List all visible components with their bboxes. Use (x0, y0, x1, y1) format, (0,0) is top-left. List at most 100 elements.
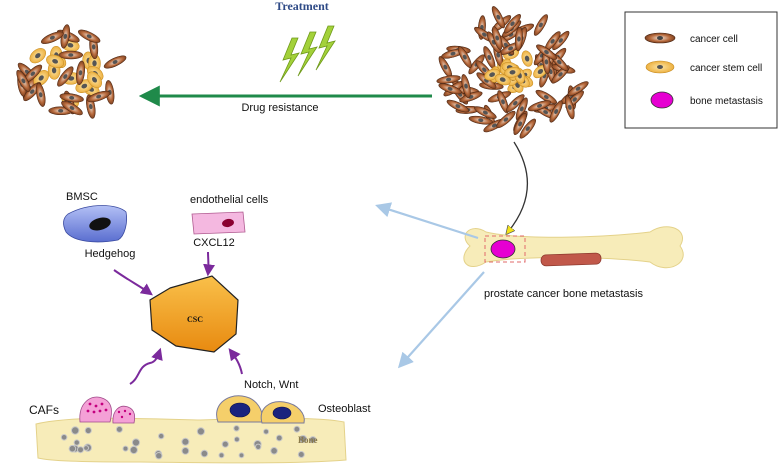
cancer-stem-cell-icon (645, 60, 675, 74)
cxcl12-label: CXCL12 (193, 237, 235, 249)
hedgehog-label: Hedgehog (85, 248, 136, 260)
bmsc-cell (63, 205, 127, 243)
cancer-cell (497, 90, 509, 114)
notch-wnt-label: Notch, Wnt (244, 379, 298, 391)
endothelial-cells-label: endothelial cells (190, 194, 269, 206)
bone-lacuna (129, 445, 138, 455)
cancer-stem-cell (521, 50, 533, 67)
lightning-icon (279, 25, 336, 83)
cancer-cell (58, 50, 84, 60)
bone-metastasis-lesion (490, 239, 516, 259)
prostate-bone-metastasis-label: prostate cancer bone metastasis (484, 288, 643, 300)
osteoblast-label: Osteoblast (318, 403, 371, 415)
bone-lacuna (196, 427, 205, 436)
bone-lacuna (83, 445, 89, 451)
bone-lacuna (84, 426, 92, 435)
cancer-stem-cell (494, 73, 511, 86)
bone-lacuna (158, 432, 165, 440)
blue-arrow-upper (375, 202, 479, 240)
cancer-cell (59, 93, 84, 103)
cancer-cell (78, 29, 101, 43)
femur-bone (463, 226, 684, 269)
cancer-cell (438, 83, 462, 95)
cancer-cell (103, 55, 127, 69)
bone-lacuna (200, 449, 209, 458)
cancer-cell (514, 26, 523, 52)
bone-lacuna (181, 447, 190, 455)
cancer-cell (436, 75, 461, 84)
bone-lacuna (221, 440, 229, 448)
bone-lacuna (131, 438, 141, 447)
caf-cells (79, 396, 136, 424)
cancer-cell (544, 31, 561, 52)
bone-lacuna (233, 436, 240, 443)
cancer-cell (496, 110, 516, 129)
csc-label: CSC (187, 315, 203, 324)
bone-lacuna (71, 426, 80, 435)
cancer-cell (536, 44, 557, 60)
cancer-cell (506, 94, 525, 113)
cafs-to-csc-arrow (129, 347, 163, 385)
legend-label-bone-metastasis: bone metastasis (690, 96, 763, 107)
bone-lacuna (263, 428, 270, 435)
cancer-cell (491, 6, 505, 29)
bone-lacuna (115, 425, 123, 433)
drug-resistance-label: Drug resistance (241, 102, 318, 114)
bone-lacuna (155, 452, 163, 460)
bone-lacuna (275, 434, 283, 442)
resistant-tumor-cluster (16, 24, 127, 119)
cancer-cell (461, 74, 471, 99)
bone-lacuna (60, 434, 68, 441)
bone-tissue (35, 417, 347, 464)
bone-lacuna (77, 446, 84, 454)
cancer-cell (61, 100, 83, 116)
bone-lacuna (238, 452, 245, 459)
bone-lacuna (297, 451, 305, 458)
cancer-cell (60, 24, 71, 49)
cancer-cell (533, 14, 548, 36)
bone-metastasis-icon (650, 91, 674, 109)
metastasis-arrow (508, 141, 529, 232)
bone-lacuna (181, 437, 190, 446)
cancer-cell (565, 95, 575, 120)
cancer-cell (40, 31, 64, 44)
cancer-cell (519, 118, 536, 139)
cancer-cell (527, 100, 552, 112)
cancer-stem-cell (46, 54, 65, 68)
legend-label-cancer-cell: cancer cell (690, 34, 738, 45)
bone-lacuna (68, 444, 77, 453)
cancer-cell (474, 106, 497, 119)
treatment-label: Treatment (275, 0, 329, 13)
cancer-stem-cell (29, 48, 46, 64)
cancer-stem-cell (87, 71, 102, 89)
bone-lacuna (270, 447, 278, 455)
bone-lacuna (299, 435, 308, 443)
cancer-cell (457, 46, 472, 68)
osteoblast-cells (216, 395, 305, 424)
bone-lacuna (309, 436, 317, 444)
cancer-cell (446, 99, 470, 113)
notch-wnt-to-csc-arrow (228, 348, 243, 375)
bone-lacuna (233, 425, 240, 432)
cancer-cell (35, 82, 46, 107)
cancer-cell (76, 60, 85, 85)
blue-arrow-lower (397, 271, 485, 369)
hedgehog-to-csc-arrow (113, 269, 153, 296)
tumor-cluster (436, 6, 589, 139)
bone-lacuna (218, 452, 225, 459)
cancer-cell (535, 89, 558, 105)
bone-lacuna (255, 443, 262, 450)
cancer-cell (57, 66, 74, 87)
cancer-cell (513, 112, 527, 135)
cancer-cell (87, 90, 111, 103)
bone-lacuna (122, 445, 129, 452)
bone-lacuna (73, 439, 81, 446)
legend-label-cancer-stem-cell: cancer stem cell (690, 63, 762, 74)
cancer-cell (515, 97, 528, 121)
bone-label: Bone (298, 435, 318, 445)
cafs-label: CAFs (29, 403, 59, 417)
cancer-cell (567, 81, 589, 97)
central-csc (149, 275, 239, 353)
